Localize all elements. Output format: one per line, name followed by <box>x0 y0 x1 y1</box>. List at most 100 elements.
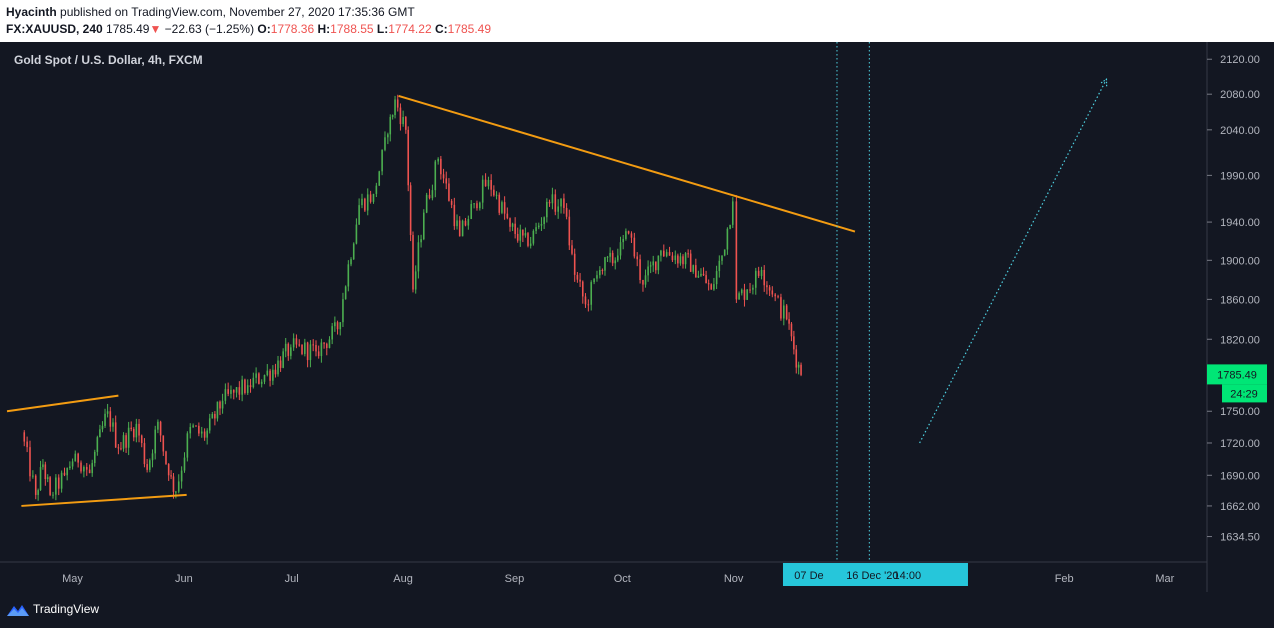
candle-body <box>700 273 702 276</box>
candle-body <box>535 227 537 231</box>
candle-body <box>154 429 157 454</box>
candle-body <box>57 477 60 489</box>
candle-body <box>162 435 165 452</box>
candle-body <box>55 477 57 495</box>
tradingview-brand[interactable]: TradingView <box>33 602 100 616</box>
candle-body <box>721 255 723 261</box>
date-range-label: 14:00 <box>894 570 922 582</box>
candle-body <box>104 413 106 426</box>
date-range-label-bg <box>782 563 968 586</box>
candle-body <box>140 435 143 444</box>
candle-body <box>336 322 339 330</box>
candle-body <box>596 275 598 279</box>
price-tick-label: 1634.50 <box>1220 532 1260 544</box>
high-label: H: <box>317 22 331 36</box>
candle-body <box>516 233 519 241</box>
candle-body <box>604 257 606 271</box>
candle-body <box>684 253 687 265</box>
price-chart[interactable]: 2120.00 2080.00 2040.00 1990.00 1940.00 1900.… <box>0 42 1274 592</box>
candle-body <box>682 256 684 265</box>
candle-body <box>412 235 414 290</box>
time-tick-label: May <box>62 573 83 585</box>
candle-body <box>420 239 422 243</box>
candle-body <box>740 289 743 294</box>
candle-body <box>590 282 593 305</box>
candle-body <box>315 345 317 352</box>
change-down-icon: ▼ <box>149 22 162 36</box>
candle-body <box>122 435 125 449</box>
candle-body <box>71 461 74 467</box>
candle-body <box>216 401 219 419</box>
candle-body <box>165 451 167 464</box>
candle-body <box>490 179 492 190</box>
candle-body <box>112 422 114 427</box>
open-value: 1778.36 <box>270 22 315 36</box>
candle-body <box>576 274 579 280</box>
candle-body <box>431 190 434 199</box>
candle-body <box>464 220 467 226</box>
candle-body <box>729 224 731 229</box>
trendline-channel-upper[interactable] <box>6 394 119 413</box>
trendline-descending-resistance[interactable] <box>398 94 856 233</box>
candle-body <box>219 401 221 409</box>
candle-body <box>235 387 238 393</box>
candle-body <box>514 223 516 234</box>
candle-body <box>695 265 697 278</box>
candle-body <box>106 411 109 414</box>
price-tick-label: 1720.00 <box>1220 438 1260 450</box>
candle-body <box>774 294 776 297</box>
candle-body <box>614 260 617 264</box>
candle-body <box>214 414 216 419</box>
candle-body <box>644 275 647 285</box>
candle-body <box>266 370 269 376</box>
candle-body <box>581 281 584 297</box>
candle-body <box>630 233 633 238</box>
candle-body <box>32 475 34 477</box>
candles <box>23 94 802 501</box>
candle-body <box>372 193 375 202</box>
projection-line[interactable] <box>919 78 1107 444</box>
candle-body <box>663 250 665 257</box>
candle-body <box>260 381 263 384</box>
tradingview-logo-icon[interactable] <box>6 602 30 618</box>
candle-body <box>563 198 565 208</box>
candle-body <box>350 259 352 265</box>
candle-body <box>705 275 707 284</box>
candle-body <box>540 224 543 226</box>
trendline-channel-lower[interactable] <box>21 493 187 507</box>
candle-body <box>206 430 208 438</box>
candle-body <box>448 183 450 201</box>
candle-body <box>689 253 692 272</box>
candle-body <box>731 201 734 225</box>
date-range-label: 07 De <box>794 570 823 582</box>
candle-body <box>639 259 641 281</box>
candle-body <box>320 342 323 357</box>
candle-body <box>715 271 718 285</box>
candle-body <box>42 464 44 468</box>
candle-body <box>358 205 360 225</box>
candle-body <box>456 220 458 227</box>
candle-body <box>198 425 200 434</box>
price-pane[interactable] <box>6 42 1108 562</box>
candle-body <box>654 261 657 271</box>
candle-body <box>506 213 509 219</box>
candle-body <box>627 231 630 234</box>
candle-body <box>409 185 412 236</box>
candle-body <box>738 293 740 300</box>
candle-body <box>519 229 522 241</box>
candle-body <box>389 116 392 135</box>
candle-body <box>186 433 189 458</box>
candle-body <box>63 472 66 476</box>
candle-body <box>633 237 636 257</box>
price-tick-label: 1820.00 <box>1220 334 1260 346</box>
candle-body <box>647 266 649 276</box>
candle-body <box>560 198 562 207</box>
price-axis[interactable]: 2120.00 2080.00 2040.00 1990.00 1940.00 1900.… <box>1207 54 1267 544</box>
candle-body <box>657 255 660 271</box>
candle-body <box>232 389 235 393</box>
author-name[interactable]: Hyacinth <box>6 5 57 19</box>
candle-body <box>290 347 292 356</box>
candle-body <box>331 326 333 340</box>
candle-body <box>306 342 309 361</box>
